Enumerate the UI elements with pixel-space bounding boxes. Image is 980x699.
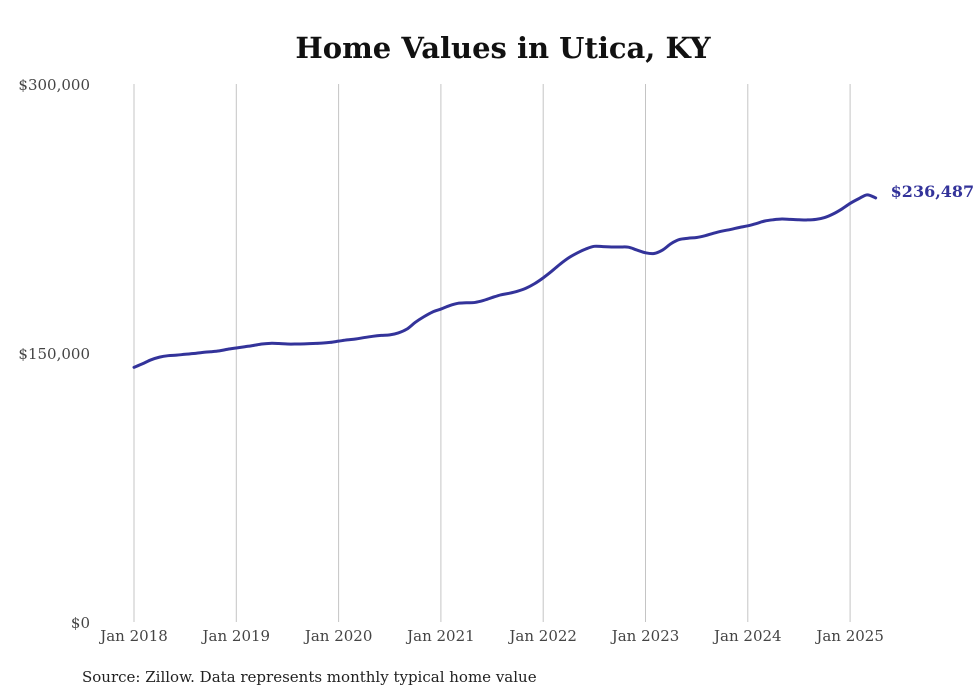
y-tick-label: $0 [71, 614, 90, 632]
end-value-label: $236,487 [891, 182, 975, 201]
x-tick-label: Jan 2023 [610, 627, 680, 645]
x-tick-label: Jan 2018 [98, 627, 168, 645]
series-line [132, 193, 878, 369]
chart-title: Home Values in Utica, KY [295, 31, 711, 65]
x-tick-label: Jan 2024 [712, 627, 782, 645]
x-tick-label: Jan 2025 [814, 627, 884, 645]
x-tick-label: Jan 2020 [303, 627, 373, 645]
source-note: Source: Zillow. Data represents monthly … [82, 668, 537, 686]
y-tick-label: $300,000 [18, 76, 90, 94]
y-tick-label: $150,000 [18, 345, 90, 363]
x-tick-label: Jan 2021 [405, 627, 475, 645]
x-tick-label: Jan 2022 [507, 627, 577, 645]
x-tick-label: Jan 2019 [201, 627, 271, 645]
